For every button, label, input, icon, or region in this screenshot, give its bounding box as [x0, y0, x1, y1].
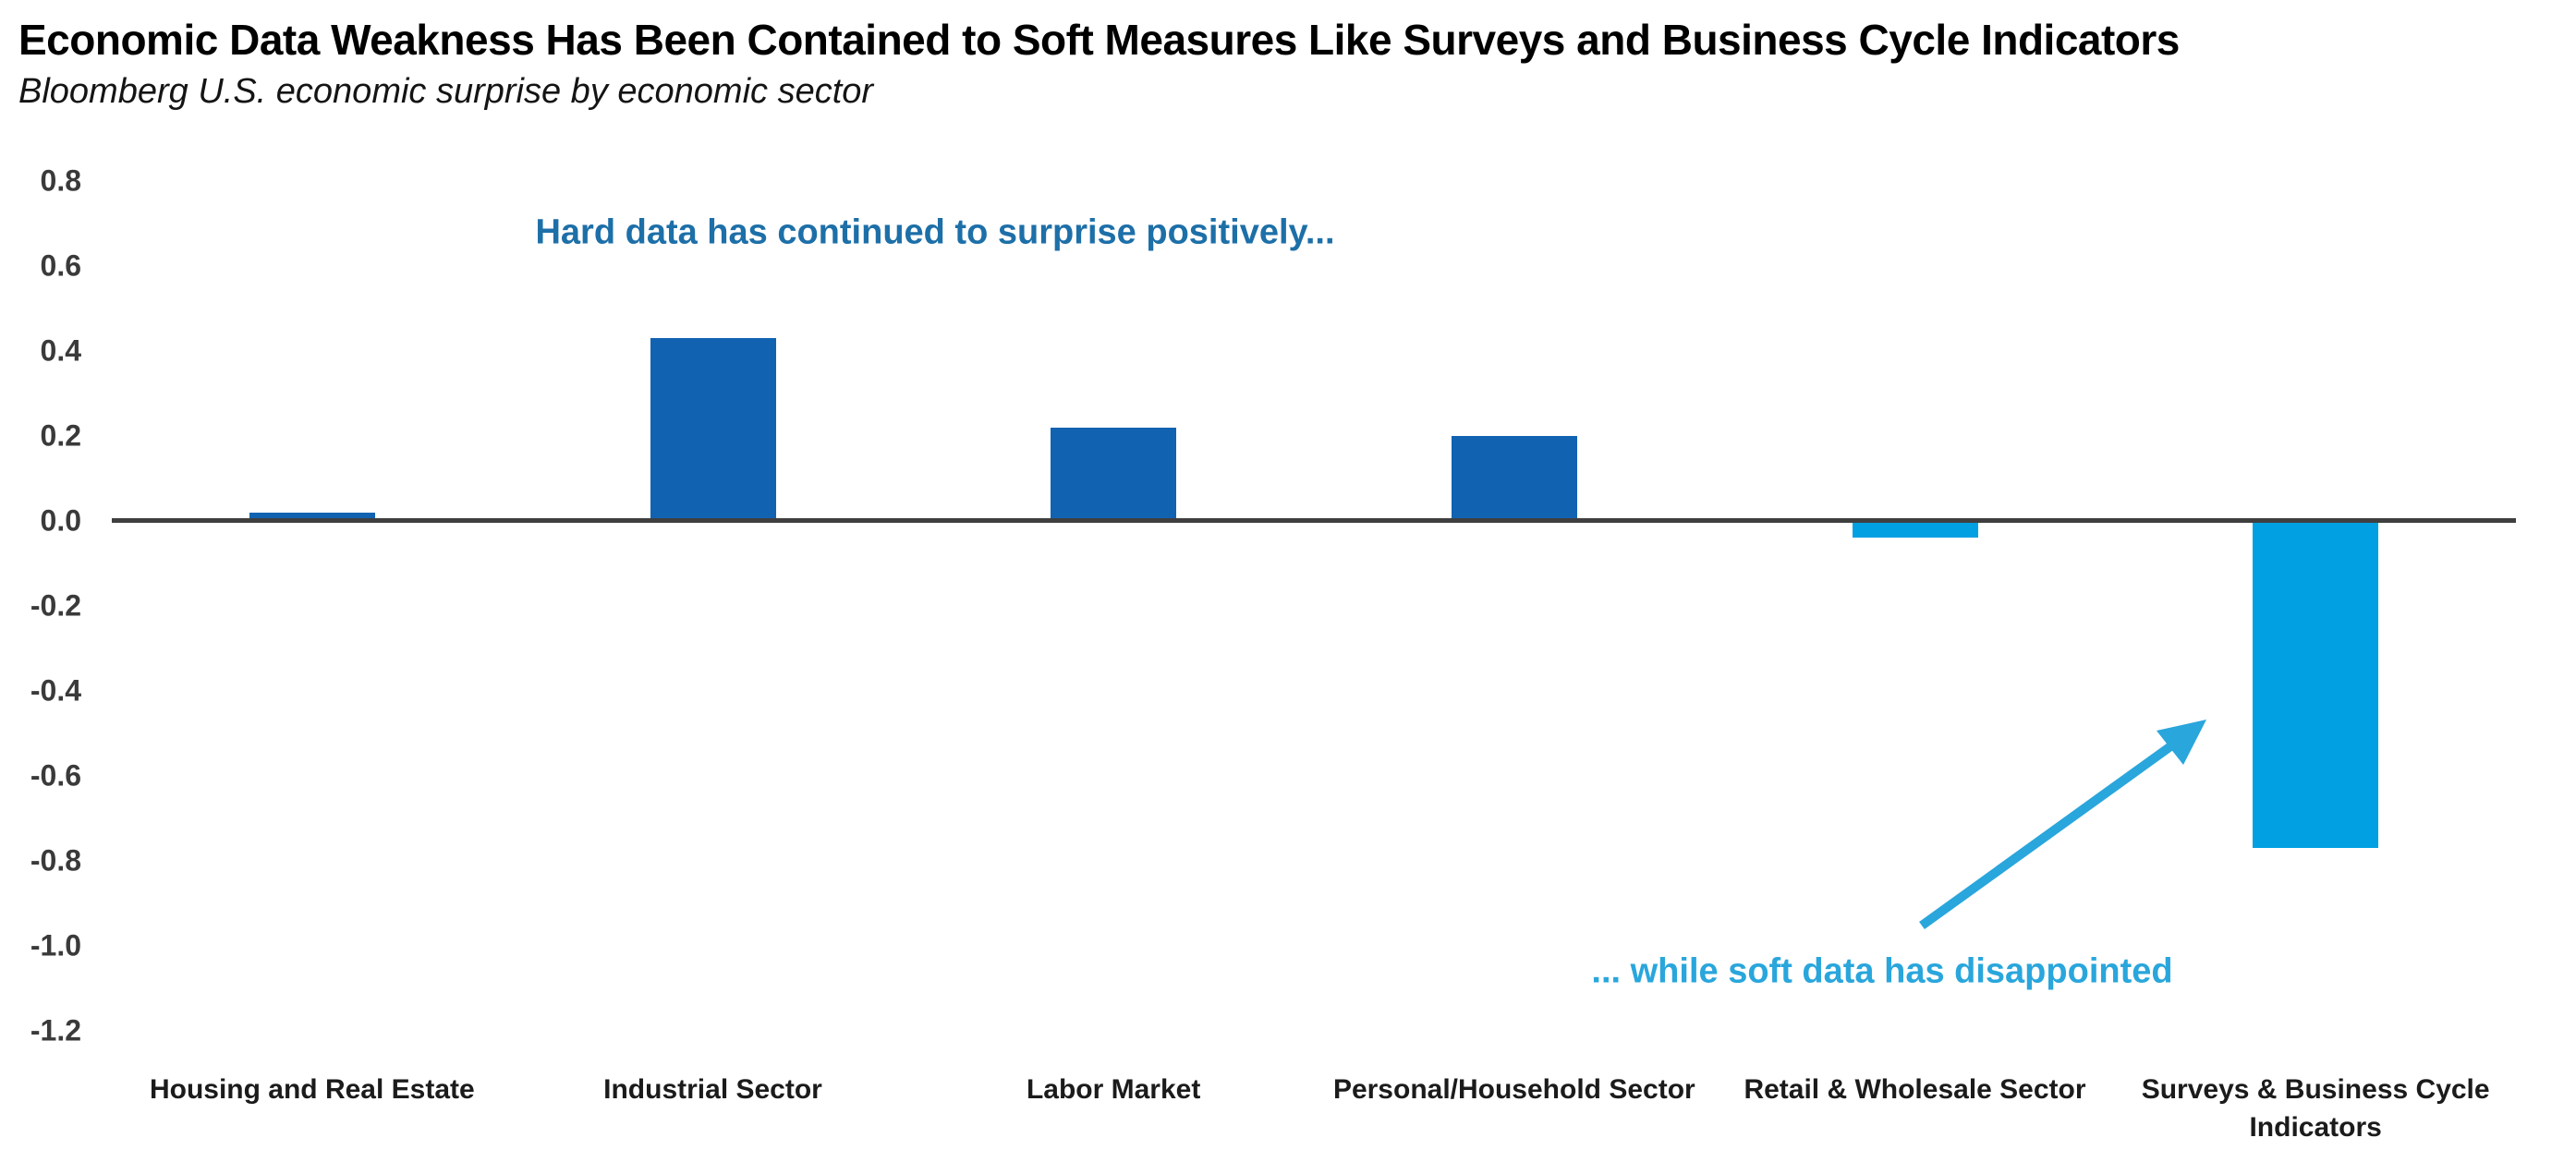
y-axis-tick-label: -1.0	[30, 928, 81, 962]
x-axis-category-label: Labor Market	[1026, 1074, 1201, 1105]
x-axis-category-label: Surveys & Business Cycle Indicators	[2141, 1074, 2490, 1143]
chart-bar	[1051, 427, 1177, 521]
y-axis-tick-label: 0.6	[40, 248, 81, 283]
y-axis-tick-label: -0.8	[30, 843, 81, 878]
x-axis-category-label: Retail & Wholesale Sector	[1744, 1074, 2086, 1105]
chart-subtitle: Bloomberg U.S. economic surprise by econ…	[18, 72, 874, 111]
chart-bar	[249, 512, 375, 521]
chart-bar	[1852, 521, 1978, 539]
chart-bar	[650, 338, 776, 521]
annotation-soft-data: ... while soft data has disappointed	[1591, 951, 2173, 991]
y-axis-tick-label: 0.8	[40, 163, 81, 198]
y-axis-tick-label: -0.4	[30, 673, 81, 708]
chart-title: Economic Data Weakness Has Been Containe…	[18, 16, 2180, 64]
x-axis-category-label: Personal/Household Sector	[1332, 1074, 1695, 1105]
x-axis-zero-line	[112, 518, 2516, 523]
y-axis-tick-label: 0.2	[40, 418, 81, 453]
chart-bar	[2253, 521, 2379, 849]
annotation-hard-data: Hard data has continued to surprise posi…	[535, 212, 1335, 252]
y-axis-tick-label: -0.2	[30, 588, 81, 623]
y-axis-tick-label: 0.4	[40, 333, 81, 368]
chart-bar	[1451, 436, 1577, 521]
y-axis-tick-label: 0.0	[40, 503, 81, 538]
x-axis-category-label: Industrial Sector	[603, 1074, 822, 1105]
y-axis-tick-label: -1.2	[30, 1013, 81, 1047]
x-axis-category-label: Housing and Real Estate	[149, 1074, 475, 1105]
y-axis-tick-label: -0.6	[30, 758, 81, 793]
